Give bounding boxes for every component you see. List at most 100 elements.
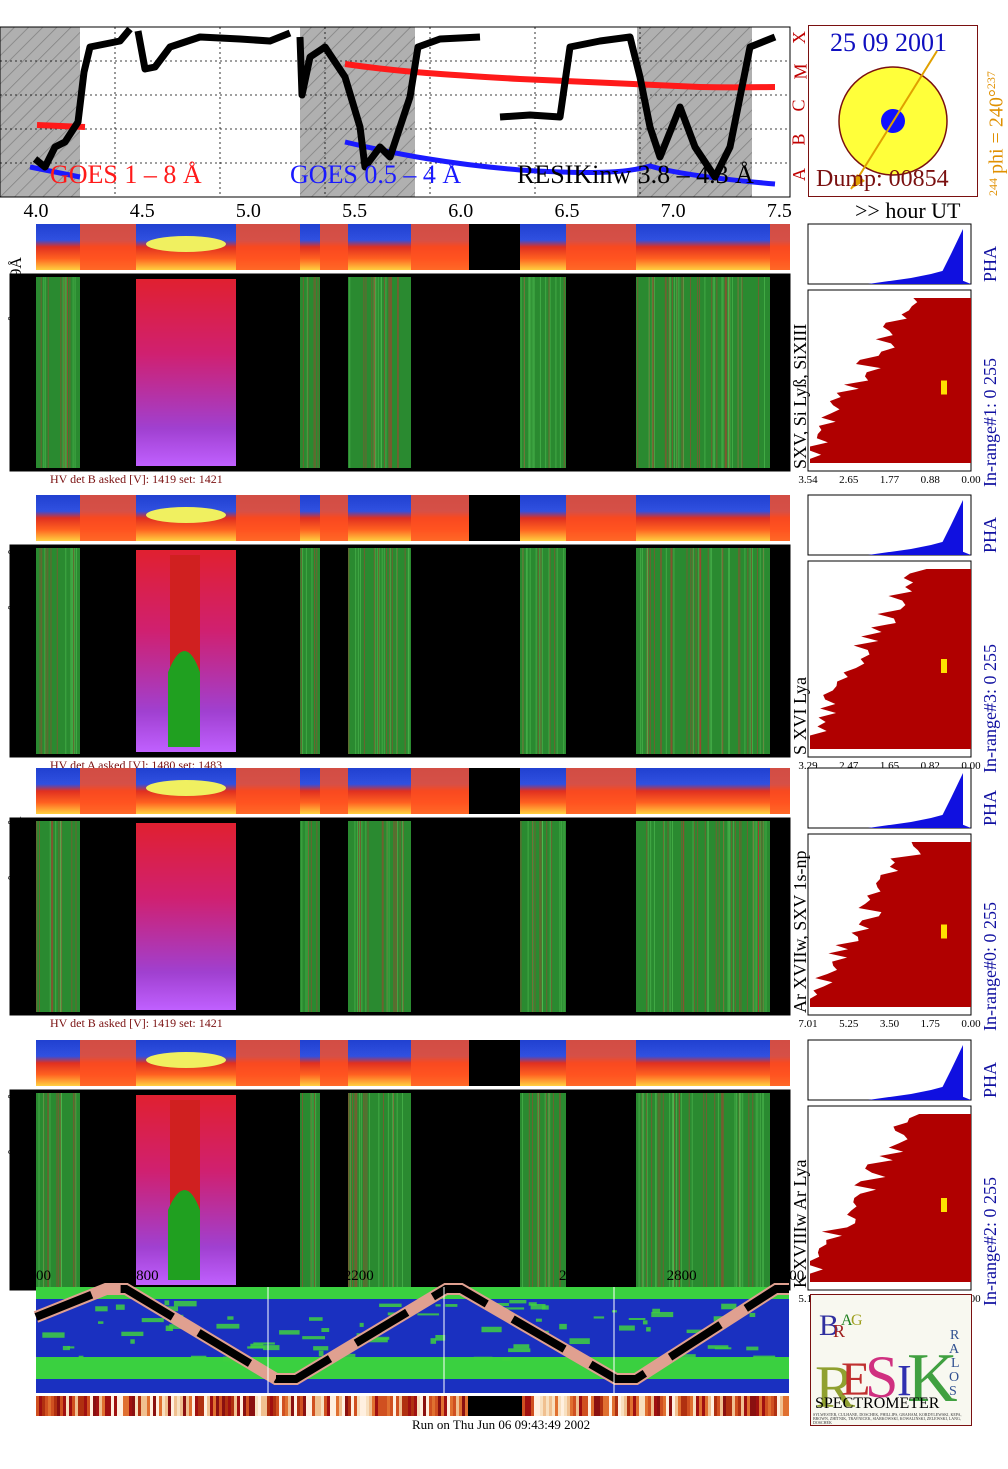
- logo-letter-r2: R: [815, 1354, 855, 1420]
- spectrogram-noise: [659, 1093, 661, 1287]
- spectrogram-noise: [383, 277, 385, 468]
- spectrogram-noise: [699, 548, 701, 754]
- spectrogram-noise: [349, 1093, 351, 1287]
- spectrogram-noise: [390, 277, 392, 468]
- spectrogram-noise: [56, 548, 58, 754]
- detector-line-label: S XVI Lya: [790, 677, 810, 755]
- spectrogram-noise: [650, 821, 652, 1012]
- spectrogram-noise: [349, 1093, 351, 1287]
- spectrogram-noise: [70, 548, 72, 754]
- activity-cell: [282, 1396, 285, 1416]
- position-speckle: [227, 1316, 234, 1320]
- spectrogram-noise: [520, 821, 522, 1012]
- activity-cell: [693, 1396, 696, 1416]
- activity-cell: [312, 1396, 315, 1416]
- spectrogram-noise: [301, 1093, 303, 1287]
- spectrogram-segment: [300, 277, 320, 468]
- pha-label: PHA: [980, 1061, 1000, 1098]
- activity-cell: [42, 1396, 45, 1416]
- spectrogram-noise: [746, 821, 748, 1012]
- pha-histogram-frame: [807, 1039, 972, 1101]
- position-speckle: [481, 1326, 502, 1333]
- time-tick-label: 6.5: [554, 200, 580, 222]
- spectrogram-noise: [729, 548, 731, 754]
- spectrogram-frame: [9, 544, 791, 758]
- spectrogram-noise: [721, 1093, 723, 1287]
- activity-cell: [303, 1396, 306, 1416]
- spectrogram-noise: [726, 277, 728, 468]
- activity-cell: [783, 1396, 786, 1416]
- spectrogram-flare-block: [136, 1095, 236, 1285]
- activity-cell: [471, 1396, 474, 1416]
- spectral-strip-band: [566, 495, 636, 541]
- position-speckle: [67, 1346, 75, 1349]
- spectrogram-noise: [655, 1093, 657, 1287]
- spectrogram-noise: [548, 1093, 550, 1287]
- pha-histogram: [868, 270, 971, 284]
- spectrogram-noise: [645, 1093, 647, 1287]
- activity-cell: [705, 1396, 708, 1416]
- activity-cell: [444, 1396, 447, 1416]
- logo-letter-l: L: [951, 1356, 960, 1371]
- activity-cell: [168, 1396, 171, 1416]
- spectrogram-noise: [763, 821, 765, 1012]
- histogram-marker: [941, 380, 947, 395]
- spectrogram-noise: [704, 277, 706, 468]
- activity-cell: [123, 1396, 126, 1416]
- spectrogram-noise: [651, 1093, 653, 1287]
- spectrogram-noise: [640, 548, 642, 754]
- spectrogram-noise: [368, 1093, 370, 1287]
- histogram-tick-label: 1.65: [879, 760, 900, 772]
- spectrogram-noise: [549, 548, 551, 754]
- spectrogram-noise: [765, 821, 767, 1012]
- spectrogram-noise: [401, 1093, 403, 1287]
- spectral-strip-band: [411, 768, 469, 814]
- spectrogram-noise: [363, 277, 365, 468]
- spectrogram-noise: [47, 1093, 49, 1287]
- activity-cell: [573, 1396, 576, 1416]
- activity-cell: [105, 1396, 108, 1416]
- position-speckle: [445, 1304, 458, 1307]
- spectrogram-noise: [669, 1093, 671, 1287]
- activity-cell: [369, 1396, 372, 1416]
- spectrogram-noise: [365, 277, 367, 468]
- spectrogram-noise: [686, 548, 688, 754]
- spectrogram-noise: [50, 548, 52, 754]
- activity-cell: [147, 1396, 150, 1416]
- activity-cell: [765, 1396, 768, 1416]
- activity-cell: [618, 1396, 621, 1416]
- activity-cell: [384, 1396, 387, 1416]
- position-speckle: [646, 1327, 651, 1332]
- activity-cell: [762, 1396, 765, 1416]
- spectrogram-flare-block: [136, 823, 236, 1010]
- spectrogram-segment: [36, 821, 80, 1012]
- activity-cell: [663, 1396, 666, 1416]
- spectrogram-noise: [373, 548, 375, 754]
- activity-cell: [510, 1396, 513, 1416]
- spectrogram-noise: [548, 548, 550, 754]
- spectrogram-noise: [707, 821, 709, 1012]
- histogram-tick-label: 3.50: [879, 1018, 900, 1030]
- spectrogram-noise: [58, 821, 60, 1012]
- spectrogram-segment: [348, 548, 411, 754]
- time-tick-label: 4.0: [23, 200, 49, 222]
- activity-cell: [654, 1396, 657, 1416]
- spectral-strip-band: [320, 495, 348, 541]
- position-speckle: [721, 1303, 737, 1310]
- activity-cell: [165, 1396, 168, 1416]
- spectrogram-noise: [752, 1093, 754, 1287]
- spectrogram-noise: [360, 548, 362, 754]
- spectrogram-noise: [310, 1093, 312, 1287]
- activity-cell: [459, 1396, 462, 1416]
- spectrogram-noise: [692, 548, 694, 754]
- activity-cell: [210, 1396, 213, 1416]
- spectrogram-noise: [703, 1093, 705, 1287]
- spectrogram-noise: [741, 277, 743, 468]
- activity-cell: [243, 1396, 246, 1416]
- activity-cell: [492, 1396, 495, 1416]
- spectrogram-noise: [44, 277, 46, 468]
- activity-cell: [441, 1396, 444, 1416]
- activity-cell: [480, 1396, 483, 1416]
- spectrogram-noise: [700, 548, 702, 754]
- observation-date: 25 09 2001: [830, 28, 947, 57]
